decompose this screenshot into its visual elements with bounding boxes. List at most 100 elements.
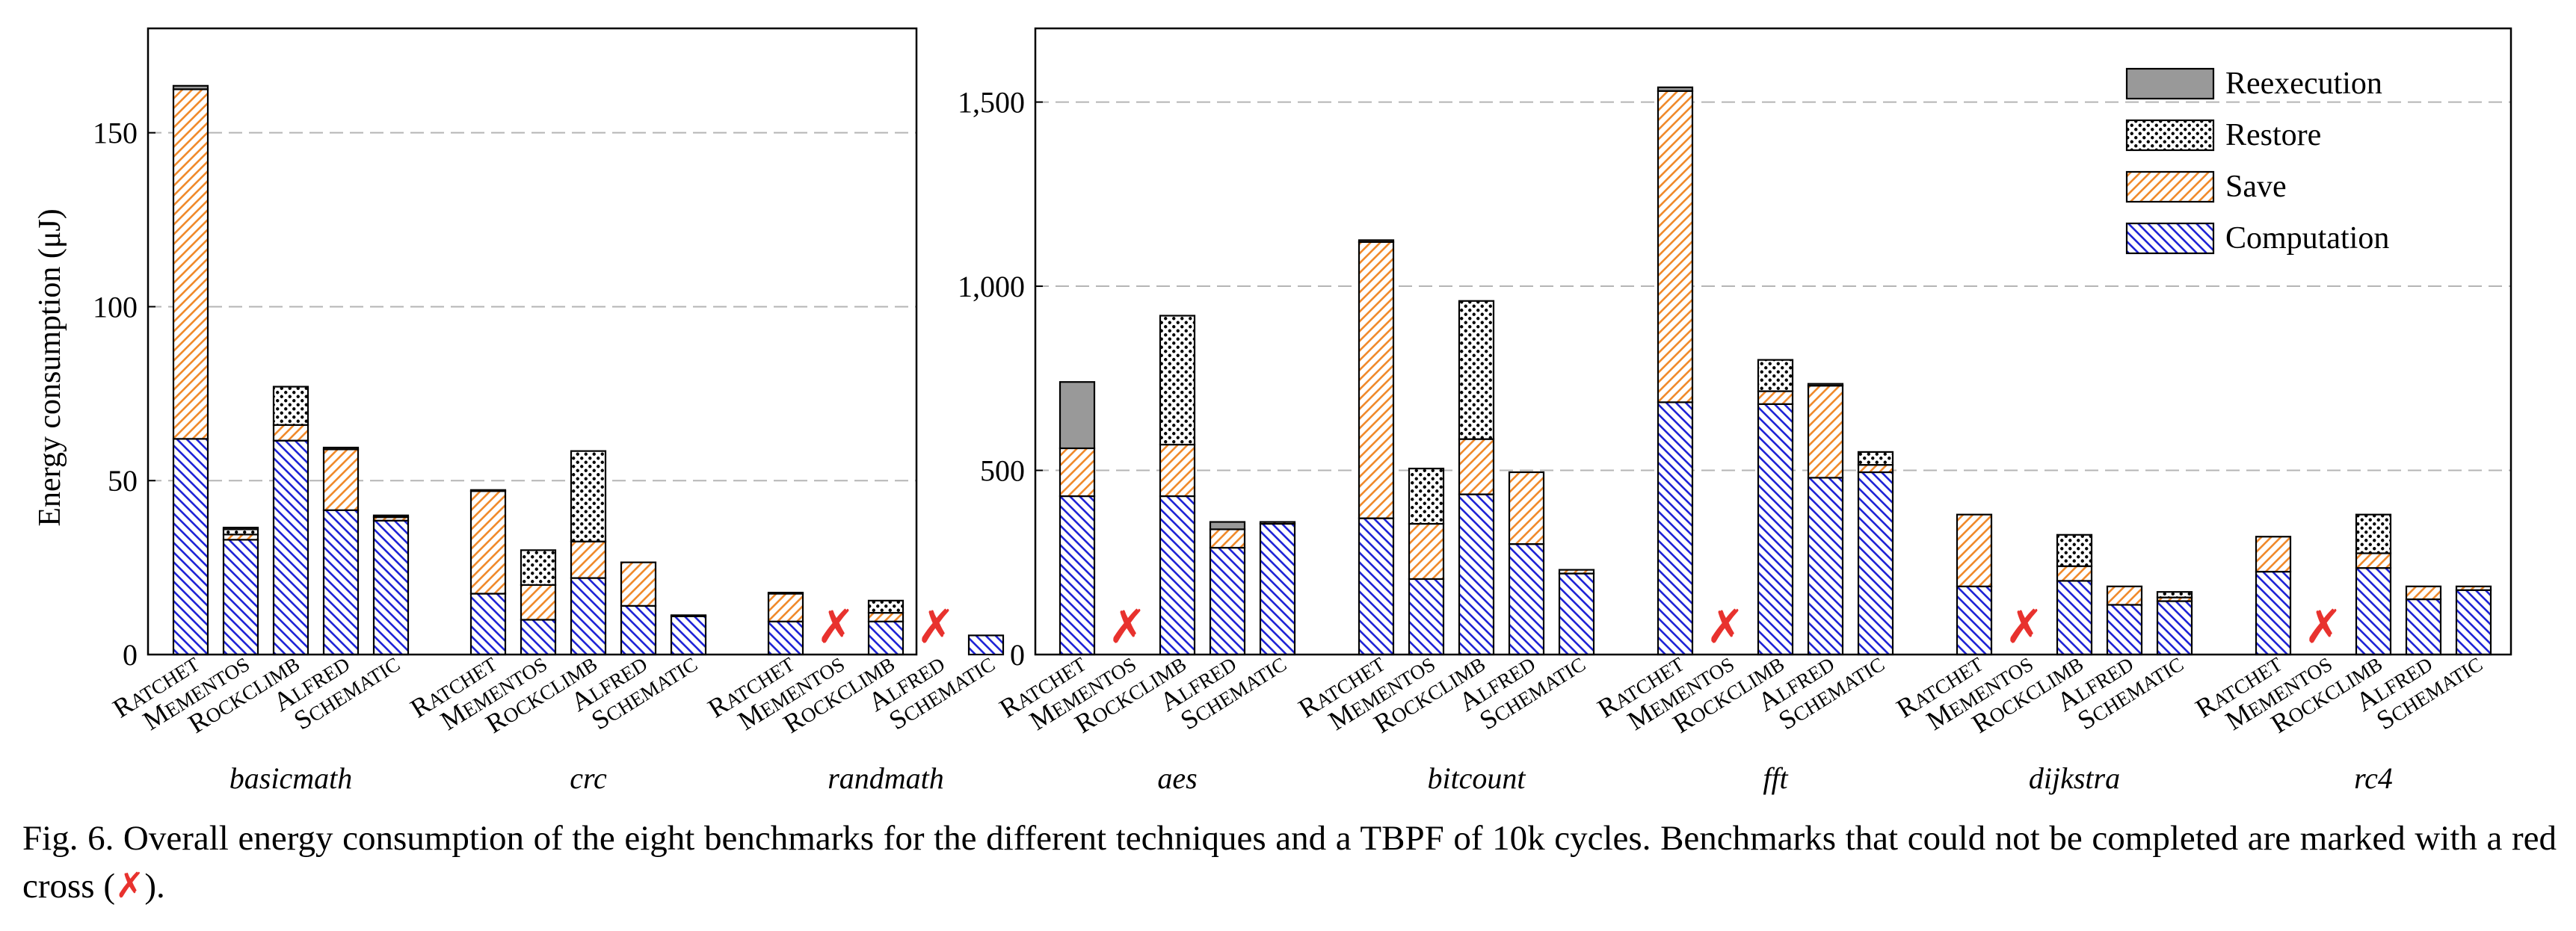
legend-swatch (2125, 222, 2215, 255)
caption-tail: ). (144, 867, 165, 906)
bar-segment-computation (570, 577, 607, 656)
bar-segment-reexecution (372, 514, 410, 519)
stacked-bar (1657, 86, 1694, 656)
stacked-bar (1259, 521, 1296, 656)
bar-segment-save (620, 561, 657, 607)
bar-segment-reexecution (222, 526, 259, 531)
bar-segment-computation (372, 519, 410, 656)
benchmark-label: randmath (828, 761, 944, 795)
bar-segment-restore (1757, 359, 1794, 392)
stacked-bar (372, 514, 410, 656)
stacked-bar (322, 446, 360, 656)
bar-segment-computation (272, 439, 309, 656)
bar-segment-computation (767, 620, 804, 656)
bar-segment-restore (1857, 451, 1894, 466)
legend-swatch (2125, 119, 2215, 152)
benchmark-label: fft (1763, 761, 1788, 795)
bar-segment-computation (1757, 403, 1794, 656)
legend-label: Save (2225, 170, 2287, 204)
stacked-bar (2455, 585, 2492, 656)
bar-segment-save (1508, 471, 1545, 545)
bar-segment-computation (1508, 543, 1545, 656)
stacked-bar (2156, 591, 2193, 656)
bar-segment-reexecution (1657, 86, 1694, 92)
y-tick-label: 100 (93, 290, 138, 324)
bar-segment-computation (620, 604, 657, 656)
bar-segment-save (1209, 528, 1246, 549)
bar-segment-save (172, 88, 209, 440)
bar-segment-restore (867, 599, 905, 614)
bar-segment-reexecution (469, 489, 507, 492)
stacked-bar (520, 549, 557, 656)
bar-segment-reexecution (1358, 239, 1395, 244)
not-completed-cross-icon: ✗ (2005, 599, 2044, 654)
bar-segment-computation (469, 593, 507, 656)
bar-segment-computation (2355, 567, 2392, 656)
bar-segment-computation (1358, 517, 1395, 656)
bar-segment-save (1807, 385, 1844, 479)
stacked-bar (272, 386, 309, 656)
bar-segment-save (469, 490, 507, 595)
bar-segment-reexecution (1807, 383, 1844, 387)
stacked-bar (222, 526, 259, 656)
bar-segment-computation (1657, 401, 1694, 656)
bar-segment-computation (967, 634, 1005, 656)
bar-segment-computation (1209, 546, 1246, 656)
stacked-bar (1757, 359, 1794, 656)
legend-item: Restore (2125, 118, 2321, 152)
bar-segment-save (1657, 90, 1694, 403)
stacked-bar (2405, 585, 2442, 656)
stacked-bar (2056, 533, 2093, 656)
benchmark-labels: basicmath crc randmath (229, 761, 944, 795)
not-completed-cross-icon: ✗ (816, 599, 855, 654)
bar-segment-computation (2156, 600, 2193, 656)
benchmark-label: aes (1157, 761, 1197, 795)
bar-segment-save (1358, 241, 1395, 519)
benchmark-label: dijkstra (2029, 761, 2120, 795)
stacked-bar (670, 614, 707, 656)
bar-segment-restore (2156, 591, 2193, 598)
bar-segment-save (1857, 464, 1894, 474)
bar-segment-save (1059, 447, 1096, 498)
legend-label: Computation (2225, 221, 2389, 256)
bar-segment-computation (867, 620, 905, 656)
bar-segment-save (2455, 585, 2492, 591)
stacked-bar (1857, 451, 1894, 656)
stacked-bar (1558, 569, 1595, 656)
bar-segment-computation (1807, 477, 1844, 656)
bar-segment-restore (570, 450, 607, 542)
bar-segment-save (1259, 521, 1296, 525)
benchmark-labels: aes bitcount fft dijkstra rc4 (1157, 761, 2393, 795)
bar-segment-computation (322, 509, 360, 656)
stacked-bar (2106, 585, 2143, 656)
bars: ✗ ✗ ✗ ✗ (1059, 86, 2492, 656)
bar-segment-save (2405, 585, 2442, 601)
benchmark-label: basicmath (229, 761, 352, 795)
bar-segment-restore (520, 549, 557, 586)
bar-segment-computation (1059, 495, 1096, 656)
bar-segment-computation (1458, 493, 1495, 656)
bar-segment-save (867, 612, 905, 622)
y-axis-ticks: 0 50 100 150 (93, 117, 155, 672)
stacked-bar (1956, 513, 1993, 656)
not-completed-cross-icon: ✗ (2304, 599, 2343, 654)
y-axis-ticks: 0 500 1,000 1,500 (958, 86, 1043, 672)
legend-item: Save (2125, 170, 2287, 204)
stacked-bar (1159, 315, 1196, 656)
bar-segment-save (2255, 536, 2292, 573)
bar-segment-reexecution (1209, 521, 1246, 531)
not-completed-cross-icon: ✗ (916, 599, 955, 654)
legend-label: Reexecution (2225, 66, 2382, 101)
bar-segment-restore (2355, 513, 2392, 554)
bar-segment-computation (1408, 578, 1445, 656)
bar-segment-reexecution (322, 446, 360, 451)
bar-segment-save (1956, 513, 1993, 587)
bar-segment-restore (1458, 300, 1495, 440)
plot-frame (147, 27, 918, 656)
bar-segment-save (322, 448, 360, 511)
bar-segment-computation (520, 619, 557, 656)
stacked-bar (1358, 239, 1395, 656)
bar-segment-restore (272, 386, 309, 426)
y-tick-label: 1,500 (958, 86, 1025, 120)
